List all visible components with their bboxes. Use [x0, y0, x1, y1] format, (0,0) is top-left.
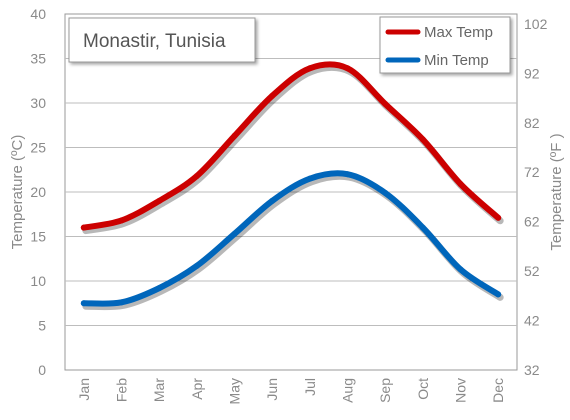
- y-tick-label: 40: [30, 6, 46, 22]
- data-point-max-temp-may: [231, 132, 238, 139]
- y-tick-label: 25: [30, 140, 46, 156]
- x-tick-label: Sep: [377, 378, 393, 403]
- y-right-tick-label: 92: [524, 65, 540, 81]
- y-right-tick-label: 72: [524, 164, 540, 180]
- y-right-tick-label: 52: [524, 263, 540, 279]
- data-point-max-temp-apr: [193, 172, 200, 179]
- data-point-max-temp-dec: [495, 214, 502, 221]
- legend: Max Temp Min Temp: [379, 16, 511, 74]
- y-tick-label: 20: [30, 184, 46, 200]
- data-point-min-temp-may: [231, 230, 238, 237]
- data-point-min-temp-jun: [269, 197, 276, 204]
- y-tick-label: 15: [30, 229, 46, 245]
- x-tick-label: Jul: [302, 378, 318, 396]
- data-point-min-temp-nov: [457, 266, 464, 273]
- y-right-tick-label: 62: [524, 214, 540, 230]
- data-point-max-temp-mar: [156, 197, 163, 204]
- legend-label-max-temp: Max Temp: [424, 24, 493, 41]
- x-tick-label: Apr: [189, 378, 205, 400]
- data-point-min-temp-feb: [118, 299, 125, 306]
- chart-title-box: Monastir, Tunisia: [68, 17, 256, 63]
- x-axis-ticks: Jan Feb Mar Apr May Jun Jul Aug Sep Oct Nov Dec: [76, 378, 506, 405]
- left-axis-ticks: 0 5 10 15 20 25 30 35 40: [30, 6, 46, 378]
- y-right-tick-label: 82: [524, 115, 540, 131]
- y-right-tick-label: 102: [524, 16, 548, 32]
- series-layer: [80, 61, 504, 311]
- data-point-max-temp-jul: [306, 65, 313, 72]
- data-point-max-temp-aug: [344, 65, 351, 72]
- data-point-min-temp-sep: [382, 189, 389, 196]
- data-point-min-temp-jul: [306, 175, 313, 182]
- x-tick-label: Nov: [453, 378, 469, 403]
- x-tick-label: Mar: [151, 378, 167, 402]
- data-point-max-temp-nov: [457, 180, 464, 187]
- y-tick-label: 5: [38, 318, 46, 334]
- x-tick-label: Jun: [264, 378, 280, 401]
- x-tick-label: Aug: [340, 378, 356, 403]
- x-tick-label: Dec: [490, 378, 506, 403]
- series-line-min-temp: [80, 170, 502, 307]
- x-tick-label: Feb: [114, 378, 130, 402]
- data-point-min-temp-mar: [156, 285, 163, 292]
- y-right-tick-label: 42: [524, 313, 540, 329]
- data-point-max-temp-oct: [419, 136, 426, 143]
- data-point-max-temp-sep: [382, 100, 389, 107]
- data-point-min-temp-dec: [495, 291, 502, 298]
- chart-title: Monastir, Tunisia: [83, 31, 226, 52]
- data-point-min-temp-aug: [344, 171, 351, 178]
- y-tick-label: 0: [38, 362, 46, 378]
- data-point-min-temp-jan: [80, 300, 87, 307]
- x-tick-label: May: [227, 378, 243, 404]
- legend-label-min-temp: Min Temp: [424, 52, 489, 69]
- y-tick-label: 35: [30, 51, 46, 67]
- y-right-tick-label: 32: [524, 362, 540, 378]
- y-axis-title-right: Temperature (ºF ): [548, 133, 565, 250]
- data-point-max-temp-jun: [269, 92, 276, 99]
- series-line-max-temp: [80, 61, 502, 231]
- data-point-min-temp-apr: [193, 262, 200, 269]
- data-point-max-temp-jan: [80, 224, 87, 231]
- x-tick-label: Oct: [415, 378, 431, 400]
- data-point-min-temp-oct: [419, 224, 426, 231]
- y-tick-label: 30: [30, 95, 46, 111]
- data-point-max-temp-feb: [118, 217, 125, 224]
- x-tick-label: Jan: [76, 378, 92, 401]
- y-axis-title-left: Temperature (ºC): [9, 135, 26, 250]
- y-tick-label: 10: [30, 273, 46, 289]
- right-axis-ticks: 32 42 52 62 72 82 92 102: [524, 16, 548, 378]
